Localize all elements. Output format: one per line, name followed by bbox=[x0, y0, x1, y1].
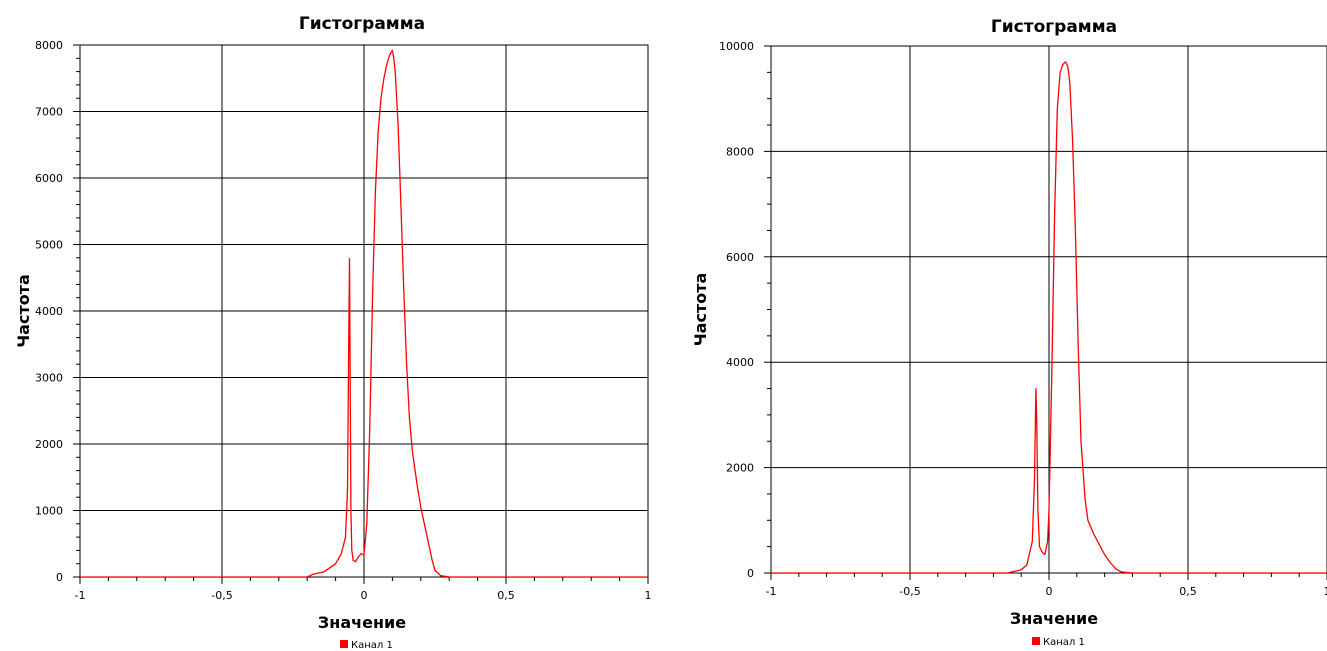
y-axis-label: Частота bbox=[691, 273, 710, 347]
y-tick-label: 8000 bbox=[726, 145, 754, 158]
series-line-kanal-1 bbox=[80, 49, 648, 577]
x-tick-label: 0 bbox=[361, 589, 368, 602]
y-tick-label: 8000 bbox=[35, 39, 63, 52]
y-tick-label: 4000 bbox=[726, 356, 754, 369]
x-tick-label: 1 bbox=[1324, 585, 1327, 598]
x-axis-label: Значение bbox=[1010, 609, 1098, 628]
y-tick-label: 0 bbox=[56, 571, 63, 584]
x-axis-label: Значение bbox=[318, 613, 406, 632]
x-tick-label: 0,5 bbox=[1179, 585, 1197, 598]
histogram-panel-left: Гистограмма 0 1000 2000 3000 4000 5000 6000 7000… bbox=[0, 0, 663, 651]
legend-label: Канал 1 bbox=[1043, 637, 1085, 648]
y-tick-label: 5000 bbox=[35, 239, 63, 252]
x-tick-label: 0,5 bbox=[497, 589, 515, 602]
y-tick-label: 0 bbox=[747, 567, 754, 580]
histogram-panel-right: Гистограмма 0 2000 4000 6000 8000 10000 -1 -0,5 0… bbox=[663, 0, 1327, 651]
legend-swatch bbox=[340, 640, 348, 648]
y-tick-label: 2000 bbox=[35, 438, 63, 451]
histogram-chart-left: Гистограмма 0 1000 2000 3000 4000 5000 6000 7000… bbox=[14, 14, 652, 651]
chart-title: Гистограмма bbox=[299, 14, 425, 34]
y-tick-label: 10000 bbox=[719, 40, 754, 53]
x-tick-label: -0,5 bbox=[899, 585, 920, 598]
x-tick-label: 0 bbox=[1046, 585, 1053, 598]
y-axis-label: Частота bbox=[14, 274, 33, 348]
y-tick-label: 6000 bbox=[726, 251, 754, 264]
y-tick-label: 3000 bbox=[35, 372, 63, 385]
y-tick-label: 1000 bbox=[35, 505, 63, 518]
y-tick-label: 4000 bbox=[35, 305, 63, 318]
x-tick-label: 1 bbox=[645, 589, 652, 602]
histogram-chart-right: Гистограмма 0 2000 4000 6000 8000 10000 -1 -0,5 0… bbox=[691, 17, 1327, 648]
y-tick-label: 2000 bbox=[726, 462, 754, 475]
x-tick-label: -1 bbox=[75, 589, 86, 602]
legend-label: Канал 1 bbox=[351, 640, 393, 651]
x-tick-label: -0,5 bbox=[211, 589, 232, 602]
chart-title: Гистограмма bbox=[991, 17, 1117, 37]
x-tick-label: -1 bbox=[766, 585, 777, 598]
y-tick-label: 7000 bbox=[35, 106, 63, 119]
legend-swatch bbox=[1032, 637, 1040, 645]
y-tick-label: 6000 bbox=[35, 172, 63, 185]
series-line-kanal-1 bbox=[771, 61, 1327, 573]
